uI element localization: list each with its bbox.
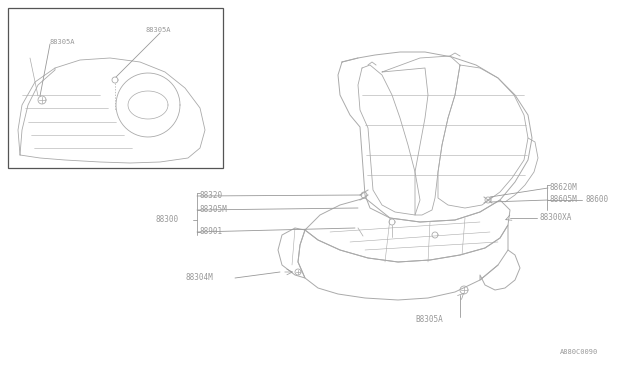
Text: 88300XA: 88300XA: [540, 214, 572, 222]
Text: 88305A: 88305A: [50, 39, 76, 45]
Text: 88620M: 88620M: [550, 183, 578, 192]
Text: 88305M: 88305M: [200, 205, 228, 215]
Text: 88305A: 88305A: [145, 27, 170, 33]
Text: 88901: 88901: [200, 228, 223, 237]
Text: B8305A: B8305A: [415, 315, 443, 324]
Text: A880C0090: A880C0090: [560, 349, 598, 355]
Text: 88320: 88320: [200, 192, 223, 201]
Text: 88600: 88600: [585, 196, 608, 205]
Text: 88300: 88300: [155, 215, 178, 224]
Text: 88304M: 88304M: [185, 273, 212, 282]
Text: 88605M: 88605M: [550, 196, 578, 205]
Bar: [8, 8, 223, 168]
